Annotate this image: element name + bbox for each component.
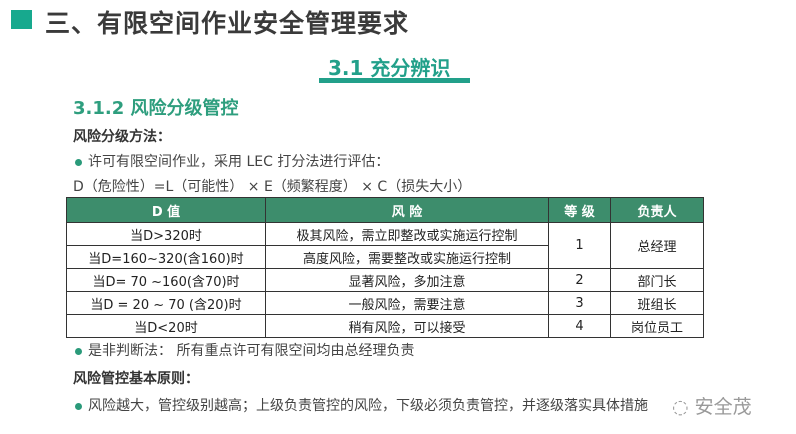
bullet-principle: 风险越大，管控级别越高；上级负责管控的风险，下级必须负责管控，并逐级落实具体措施 (75, 395, 648, 415)
table-row: 当D<20时 稍有风险，可以接受 4 岗位员工 (66, 314, 704, 338)
bullet-icon (75, 158, 82, 166)
principle-heading: 风险管控基本原则： (73, 371, 199, 387)
formula: D（危险性）=L（可能性） × E（频繁程度） × C（损失大小） (73, 179, 472, 195)
cell-owner: 班组长 (610, 291, 704, 315)
table-row: 当D>320时 极其风险，需立即整改或实施运行控制 1 总经理 (66, 222, 704, 269)
table-row: 当D= 70 ~160(含70)时 显著风险，多加注意 2 部门长 (66, 268, 704, 292)
cell-risk: 极其风险，需立即整改或实施运行控制 (265, 222, 549, 246)
bullet-text: 是非判断法： 所有重点许可有限空间均由总经理负责 (88, 343, 415, 359)
cell-level: 2 (548, 268, 611, 292)
cell-risk: 高度风险，需要整改或实施运行控制 (265, 245, 549, 269)
table-header-row: D 值 风 险 等 级 负责人 (66, 197, 704, 223)
cell-owner: 部门长 (610, 268, 704, 292)
cell-risk: 显著风险，多加注意 (265, 268, 549, 292)
cell-d: 当D = 20 ~ 70 (含20)时 (66, 291, 266, 315)
cell-d: 当D=160~320(含160)时 (66, 245, 266, 269)
risk-table: D 值 风 险 等 级 负责人 当D>320时 极其风险，需立即整改或实施运行控… (66, 197, 704, 338)
subsection-title: 3.1.2 风险分级管控 (73, 98, 239, 119)
header-risk: 风 险 (265, 197, 549, 223)
cell-level: 3 (548, 291, 611, 315)
cell-d: 当D>320时 (66, 222, 266, 246)
page-title: 三、有限空间作业安全管理要求 (45, 9, 410, 38)
bullet-text: 风险越大，管控级别越高；上级负责管控的风险，下级必须负责管控，并逐级落实具体措施 (88, 398, 648, 414)
bullet-icon (75, 402, 82, 410)
header-owner: 负责人 (610, 197, 704, 223)
cell-level: 4 (548, 314, 611, 338)
header-level: 等 级 (548, 197, 611, 223)
wechat-icon: ◌ (672, 396, 695, 418)
cell-risk: 一般风险，需要注意 (265, 291, 549, 315)
bullet-icon (75, 347, 82, 355)
cell-d: 当D= 70 ~160(含70)时 (66, 268, 266, 292)
cell-risk: 稍有风险，可以接受 (265, 314, 549, 338)
watermark: ◌ 安全茂 (672, 392, 752, 419)
section-underline (319, 78, 470, 83)
title-square-icon (11, 10, 32, 29)
cell-owner: 岗位员工 (610, 314, 704, 338)
method-heading: 风险分级方法： (73, 129, 171, 145)
bullet-lec: 许可有限空间作业，采用 LEC 打分法进行评估： (75, 151, 389, 171)
section-title: 3.1 充分辨识 (328, 56, 451, 80)
table-row: 当D=160~320(含160)时 高度风险，需要整改或实施运行控制 (66, 245, 704, 269)
bullet-text: 许可有限空间作业，采用 LEC 打分法进行评估： (88, 154, 390, 170)
watermark-text: 安全茂 (694, 396, 752, 418)
cell-level: 1 (548, 222, 611, 269)
cell-d: 当D<20时 (66, 314, 266, 338)
header-d: D 值 (66, 197, 266, 223)
table-row: 当D = 20 ~ 70 (含20)时 一般风险，需要注意 3 班组长 (66, 291, 704, 315)
cell-owner: 总经理 (610, 222, 704, 269)
bullet-judgment: 是非判断法： 所有重点许可有限空间均由总经理负责 (75, 340, 414, 360)
